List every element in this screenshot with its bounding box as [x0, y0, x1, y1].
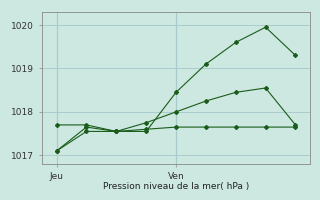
X-axis label: Pression niveau de la mer( hPa ): Pression niveau de la mer( hPa ): [103, 182, 249, 191]
